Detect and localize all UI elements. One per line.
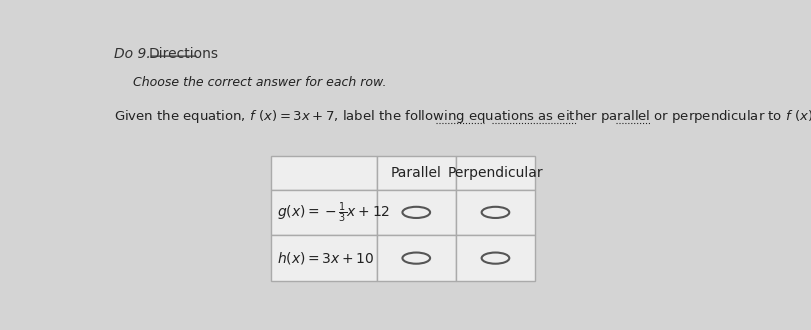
Bar [271, 189, 376, 235]
Text: $g(x) = -\frac{1}{3}x + 12$: $g(x) = -\frac{1}{3}x + 12$ [277, 200, 391, 224]
Bar [456, 189, 535, 235]
Text: $h(x) = 3x + 10$: $h(x) = 3x + 10$ [277, 250, 375, 266]
Text: Choose the correct answer for each row.: Choose the correct answer for each row. [133, 77, 386, 89]
Bar [376, 235, 456, 281]
Text: Parallel: Parallel [391, 166, 442, 180]
Text: Perpendicular: Perpendicular [448, 166, 543, 180]
Bar [376, 189, 456, 235]
Bar [271, 156, 376, 189]
Bar [456, 235, 535, 281]
Text: Given the equation, $f\ (x) = 3x + 7$, label the following equations as either p: Given the equation, $f\ (x) = 3x + 7$, l… [114, 108, 811, 125]
Text: Directions: Directions [148, 47, 218, 61]
Bar [271, 235, 376, 281]
Bar [376, 156, 456, 189]
Text: Do 9.: Do 9. [114, 47, 151, 61]
Bar [456, 156, 535, 189]
